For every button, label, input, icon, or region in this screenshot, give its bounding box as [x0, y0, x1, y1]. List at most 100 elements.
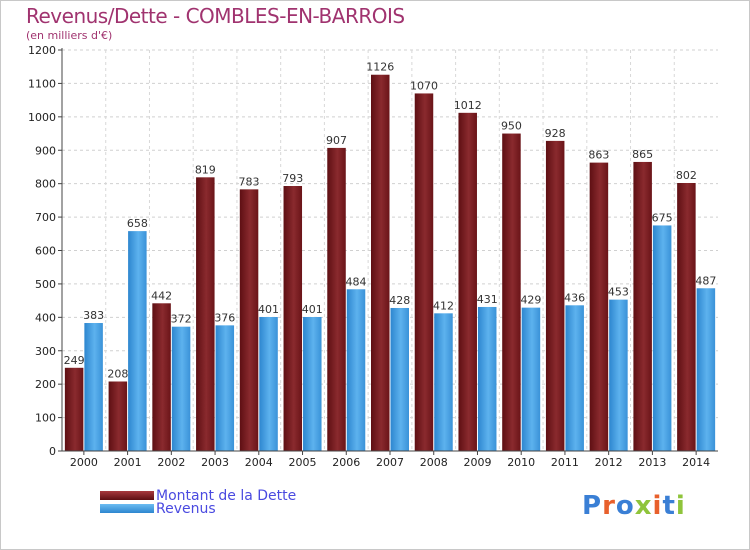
logo-letter: r [602, 491, 616, 521]
bar-revenue [390, 307, 409, 451]
x-tick-label: 2000 [70, 456, 98, 469]
bar-debt [152, 303, 171, 451]
bar-debt [502, 133, 521, 451]
data-label-debt: 793 [282, 172, 303, 185]
data-label-revenue: 383 [83, 309, 104, 322]
logo-letter: x [634, 491, 653, 521]
y-tick-label: 400 [35, 311, 56, 324]
x-tick-label: 2008 [420, 456, 448, 469]
x-tick-label: 2010 [507, 456, 535, 469]
bar-revenue [609, 299, 628, 451]
y-tick-label: 300 [35, 345, 56, 358]
y-tick-label: 1000 [28, 111, 56, 124]
data-label-debt: 1126 [366, 61, 394, 74]
legend-label-debt: Montant de la Dette [156, 488, 297, 504]
x-tick-label: 2005 [289, 456, 317, 469]
data-label-revenue: 372 [171, 313, 192, 326]
bar-revenue [521, 307, 541, 451]
bar-debt [64, 367, 84, 451]
bar-revenue [171, 326, 191, 451]
x-tick-label: 2002 [157, 456, 185, 469]
bar-revenue [215, 325, 235, 451]
bar-debt [677, 182, 696, 451]
chart-subtitle: (en milliers d'€) [26, 29, 113, 42]
y-tick-label: 600 [35, 245, 56, 258]
bar-revenue [346, 289, 366, 451]
bar-revenue [303, 316, 322, 451]
data-label-debt: 802 [676, 169, 697, 182]
bar-revenue [259, 316, 278, 451]
legend-swatch-revenue [100, 504, 154, 513]
logo-letter: i [652, 491, 663, 521]
y-tick-label: 100 [35, 412, 56, 425]
data-label-revenue: 431 [477, 293, 498, 306]
x-tick-label: 2003 [201, 456, 229, 469]
y-tick-label: 900 [35, 144, 56, 157]
x-tick-label: 2014 [682, 456, 710, 469]
chart-title: Revenus/Dette - COMBLES-EN-BARROIS [26, 4, 405, 28]
data-label-debt: 928 [545, 127, 566, 140]
x-tick-label: 2009 [463, 456, 491, 469]
data-label-revenue: 453 [608, 286, 629, 299]
y-tick-label: 1100 [28, 77, 56, 90]
bar-debt [633, 161, 652, 451]
y-tick-label: 500 [35, 278, 56, 291]
data-label-debt: 865 [632, 148, 653, 161]
legend-label-revenue: Revenus [156, 501, 216, 517]
bar-revenue [477, 306, 497, 451]
x-tick-label: 2004 [245, 456, 273, 469]
data-label-revenue: 376 [214, 311, 235, 324]
data-label-revenue: 658 [127, 217, 148, 230]
data-label-revenue: 675 [652, 211, 673, 224]
data-label-debt: 208 [107, 367, 128, 380]
legend-swatch-debt [100, 491, 154, 500]
grid-lines [62, 49, 718, 452]
bar-debt [283, 186, 303, 451]
x-tick-label: 2001 [114, 456, 142, 469]
bar-debt [239, 189, 259, 451]
bar-debt [545, 140, 565, 452]
data-label-debt: 950 [501, 120, 522, 133]
x-tick-label: 2006 [332, 456, 360, 469]
bar-revenue [84, 323, 103, 451]
data-label-debt: 442 [151, 289, 172, 302]
bar-debt [589, 162, 609, 451]
x-tick-label: 2007 [376, 456, 404, 469]
data-label-debt: 907 [326, 134, 347, 147]
bar-debt [108, 381, 128, 451]
data-label-debt: 1012 [454, 99, 482, 112]
bars [64, 74, 716, 452]
data-label-debt: 1070 [410, 79, 438, 92]
bar-debt [327, 147, 346, 451]
y-tick-label: 1200 [28, 44, 56, 57]
data-label-debt: 783 [239, 175, 260, 188]
data-labels: 249 383 208 658 442 372 819 376 783 401 793 401 907 4… [64, 61, 717, 381]
bar-debt [196, 177, 215, 451]
logo-letter: o [615, 491, 635, 521]
bar-revenue [696, 288, 716, 451]
data-label-debt: 863 [588, 149, 609, 162]
proxiti-logo: Proxiti [582, 491, 686, 521]
data-label-debt: 249 [64, 354, 85, 367]
data-label-revenue: 487 [695, 274, 716, 287]
bar-debt [371, 74, 390, 451]
data-label-revenue: 401 [258, 303, 279, 316]
bar-revenue [128, 231, 147, 451]
bar-debt [458, 112, 477, 451]
logo-letter: i [675, 491, 686, 521]
logo-letter: P [582, 491, 603, 521]
x-tick-label: 2011 [551, 456, 579, 469]
data-label-revenue: 401 [302, 303, 323, 316]
bar-revenue [434, 313, 453, 451]
bar-revenue [652, 225, 672, 451]
data-label-revenue: 484 [346, 275, 367, 288]
bar-revenue [565, 305, 584, 451]
y-tick-label: 200 [35, 378, 56, 391]
data-label-revenue: 436 [564, 291, 585, 304]
logo-letter: t [662, 491, 676, 521]
x-tick-label: 2013 [638, 456, 666, 469]
axes: 0 100 200 300 400 500 600 700 800 900 1000 1100 1200… [28, 44, 718, 469]
data-label-revenue: 412 [433, 299, 454, 312]
y-tick-label: 800 [35, 178, 56, 191]
